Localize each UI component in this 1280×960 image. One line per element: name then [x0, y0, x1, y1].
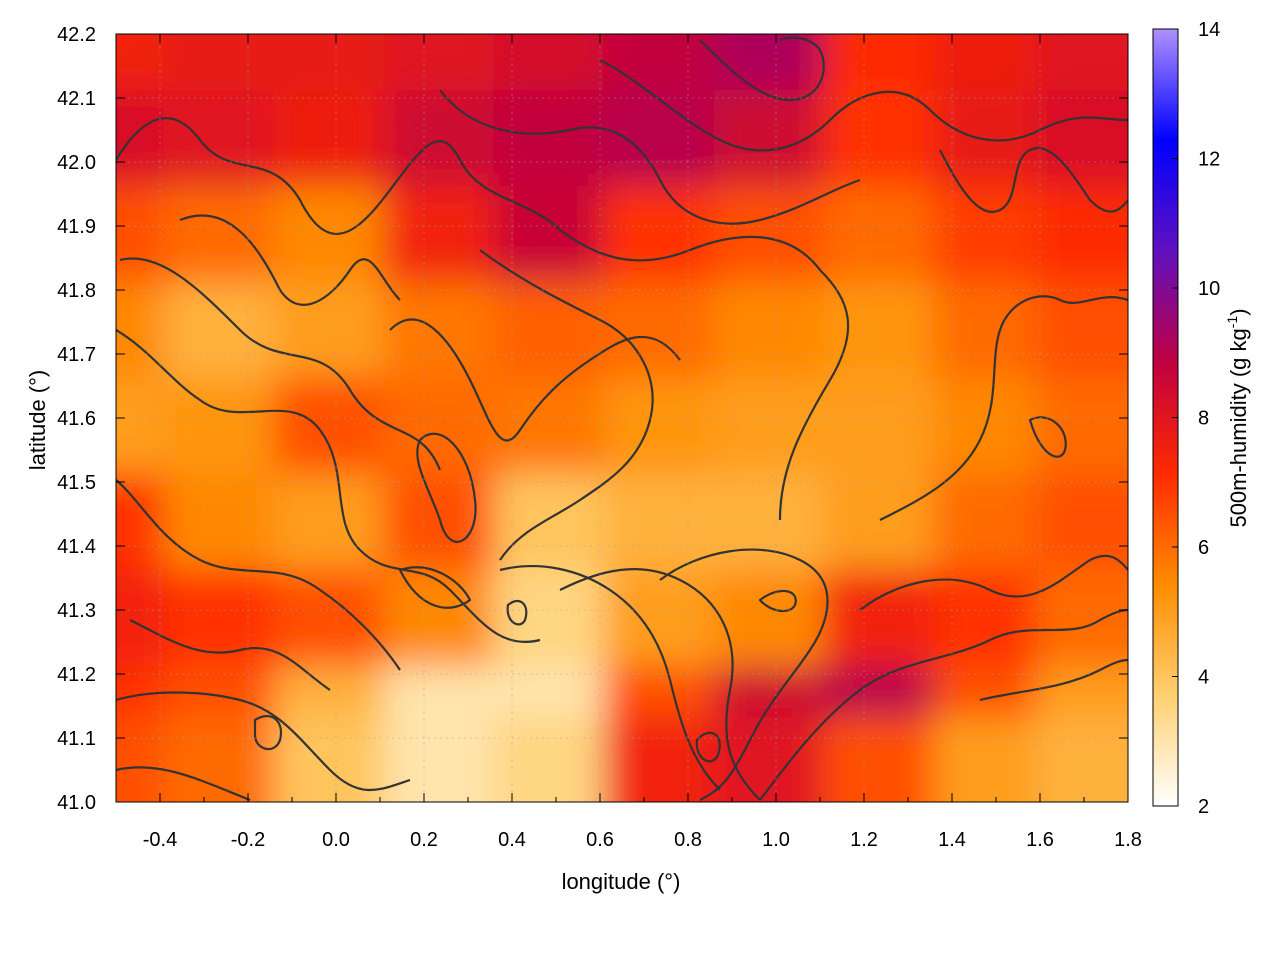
x-tick-label: 0.2 — [410, 829, 438, 851]
colorbar-label-close: ) — [1226, 308, 1251, 315]
contour-line — [116, 329, 541, 643]
contour-line — [479, 249, 654, 561]
y-tick-label: 41.5 — [57, 472, 96, 494]
x-tick-label: 1.4 — [938, 829, 966, 851]
contour-lines — [116, 36, 1128, 802]
y-tick-label: 41.3 — [57, 600, 96, 622]
x-tick-label: -0.2 — [231, 829, 265, 851]
colorbar-tick-label: 8 — [1198, 408, 1209, 430]
contour-line — [695, 731, 721, 763]
contour-line — [759, 608, 1128, 801]
y-tick-label: 42.0 — [57, 152, 96, 174]
contour-line — [389, 318, 681, 442]
y-tick-label: 42.1 — [57, 88, 96, 110]
contour-line — [599, 59, 1128, 152]
x-tick-label: 0.6 — [586, 829, 614, 851]
contour-line — [116, 691, 411, 792]
x-tick-label: 1.8 — [1114, 829, 1142, 851]
contour-line — [939, 147, 1128, 213]
contour-line — [253, 715, 283, 751]
x-tick-label: 0.4 — [498, 829, 526, 851]
y-tick-label: 41.4 — [57, 536, 96, 558]
contour-line — [559, 568, 761, 801]
field-cell — [1034, 717, 1128, 802]
y-tick-label: 41.9 — [57, 216, 96, 238]
colorbar-tick-label: 14 — [1198, 19, 1220, 41]
y-tick-label: 41.7 — [57, 344, 96, 366]
colorbar-tick-label: 4 — [1198, 667, 1209, 689]
contour-line — [129, 619, 331, 691]
grid-lines — [116, 34, 1128, 802]
x-tick-label: 1.6 — [1026, 829, 1054, 851]
colorbar-tick-label: 12 — [1198, 149, 1220, 171]
y-tick-label: 41.8 — [57, 280, 96, 302]
colorbar-ticks: 2 4 6 8 10 12 14 — [1172, 19, 1220, 818]
contour-line — [758, 589, 797, 613]
colorbar-label-main: 500m-humidity (g kg — [1226, 328, 1251, 527]
contour-line — [699, 36, 825, 102]
y-axis-label: latitude (°) — [25, 370, 50, 471]
contour-line — [416, 432, 477, 543]
contour-line — [979, 658, 1128, 702]
contour-line — [179, 214, 401, 306]
x-tick-label: 0.8 — [674, 829, 702, 851]
contour-line — [116, 766, 251, 802]
plot-area — [116, 34, 1128, 802]
colorbar-label-sup: -1 — [1224, 316, 1240, 329]
contour-line — [879, 295, 1128, 521]
contour-line — [506, 599, 528, 626]
contour-line — [398, 566, 472, 609]
contour-line — [119, 257, 442, 471]
humidity-field — [116, 34, 1128, 802]
x-tick-label: 0.0 — [322, 829, 350, 851]
x-axis-label: longitude (°) — [562, 869, 681, 894]
y-tick-label: 41.1 — [57, 728, 96, 750]
contour-line — [1028, 416, 1067, 458]
contour-line — [116, 117, 850, 521]
contour-line — [439, 89, 861, 225]
colorbar-tick-label: 10 — [1198, 278, 1220, 300]
y-tick-label: 41.0 — [57, 792, 96, 814]
y-tick-label: 41.6 — [57, 408, 96, 430]
contour-line — [499, 564, 721, 791]
colorbar-tick-label: 2 — [1198, 796, 1209, 818]
x-tick-label: 1.0 — [762, 829, 790, 851]
y-tick-label: 41.2 — [57, 664, 96, 686]
colorbar-label: 500m-humidity (g kg-1) — [1224, 308, 1251, 527]
x-tick-label: 1.2 — [850, 829, 878, 851]
contour-line — [859, 554, 1128, 611]
x-axis: -0.4 -0.2 0.0 0.2 0.4 0.6 0.8 1.0 1.2 1.4 1.6 1.8 — [115, 34, 1142, 851]
colorbar: 2 4 6 8 10 12 14 500m-humidity (g kg-1) — [1152, 19, 1251, 818]
x-tick-label: -0.4 — [143, 829, 177, 851]
contour-line — [659, 548, 829, 801]
contour-line — [116, 479, 401, 671]
colorbar-tick-label: 6 — [1198, 537, 1209, 559]
y-axis: 41.0 41.1 41.2 41.3 41.4 41.5 41.6 41.7 41.8 41.9… — [57, 24, 1128, 814]
y-tick-label: 42.2 — [57, 24, 96, 46]
